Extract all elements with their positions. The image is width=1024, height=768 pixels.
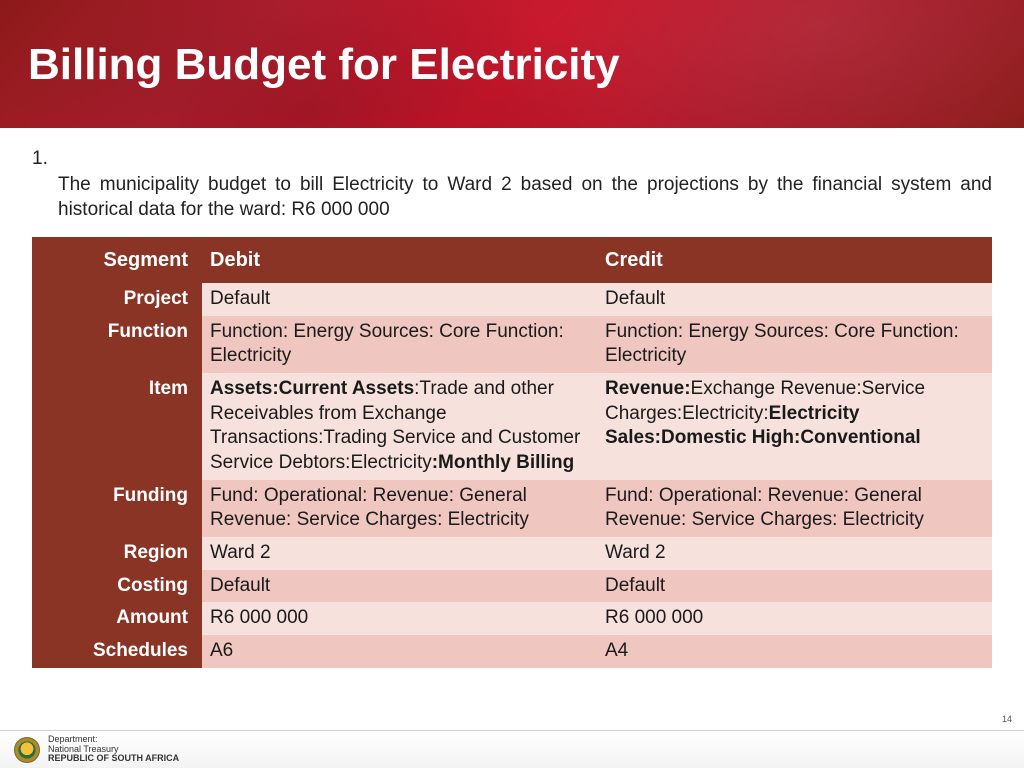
credit-cell: Function: Energy Sources: Core Function:… (597, 316, 992, 373)
intro-paragraph: 1.The municipality budget to bill Electr… (0, 128, 1024, 237)
page-number: 14 (1002, 714, 1012, 724)
header-band: Billing Budget for Electricity (0, 0, 1024, 128)
debit-cell: Default (202, 283, 597, 316)
row-label: Costing (32, 570, 202, 603)
credit-cell: Default (597, 570, 992, 603)
col-header-credit: Credit (597, 237, 992, 283)
table-row: SchedulesA6A4 (32, 635, 992, 668)
row-label: Region (32, 537, 202, 570)
debit-cell: Fund: Operational: Revenue: General Reve… (202, 480, 597, 537)
table-header-row: Segment Debit Credit (32, 237, 992, 283)
debit-cell: Default (202, 570, 597, 603)
debit-cell: R6 000 000 (202, 602, 597, 635)
credit-cell: Fund: Operational: Revenue: General Reve… (597, 480, 992, 537)
coat-of-arms-icon (14, 737, 40, 763)
row-label: Function (32, 316, 202, 373)
debit-cell: Function: Energy Sources: Core Function:… (202, 316, 597, 373)
col-header-debit: Debit (202, 237, 597, 283)
budget-table-wrap: Segment Debit Credit ProjectDefaultDefau… (0, 237, 1024, 668)
credit-cell: A4 (597, 635, 992, 668)
intro-number: 1. (32, 146, 54, 172)
row-label: Amount (32, 602, 202, 635)
credit-cell: Default (597, 283, 992, 316)
debit-cell: Assets:Current Assets:Trade and other Re… (202, 373, 597, 480)
table-body: ProjectDefaultDefaultFunctionFunction: E… (32, 283, 992, 668)
credit-cell: Ward 2 (597, 537, 992, 570)
table-row: RegionWard 2Ward 2 (32, 537, 992, 570)
footer-text: Department: National Treasury REPUBLIC O… (48, 735, 179, 765)
debit-cell: Ward 2 (202, 537, 597, 570)
table-row: ItemAssets:Current Assets:Trade and othe… (32, 373, 992, 480)
table-row: FunctionFunction: Energy Sources: Core F… (32, 316, 992, 373)
table-row: AmountR6 000 000R6 000 000 (32, 602, 992, 635)
credit-cell: R6 000 000 (597, 602, 992, 635)
intro-text: The municipality budget to bill Electric… (58, 172, 992, 223)
row-label: Funding (32, 480, 202, 537)
row-label: Schedules (32, 635, 202, 668)
footer-line3: REPUBLIC OF SOUTH AFRICA (48, 754, 179, 764)
footer-bar: Department: National Treasury REPUBLIC O… (0, 730, 1024, 768)
debit-cell: A6 (202, 635, 597, 668)
table-row: FundingFund: Operational: Revenue: Gener… (32, 480, 992, 537)
table-row: CostingDefaultDefault (32, 570, 992, 603)
page-title: Billing Budget for Electricity (28, 40, 620, 90)
credit-cell: Revenue:Exchange Revenue:Service Charges… (597, 373, 992, 480)
row-label: Project (32, 283, 202, 316)
row-label: Item (32, 373, 202, 480)
budget-table: Segment Debit Credit ProjectDefaultDefau… (32, 237, 992, 668)
table-row: ProjectDefaultDefault (32, 283, 992, 316)
col-header-segment: Segment (32, 237, 202, 283)
